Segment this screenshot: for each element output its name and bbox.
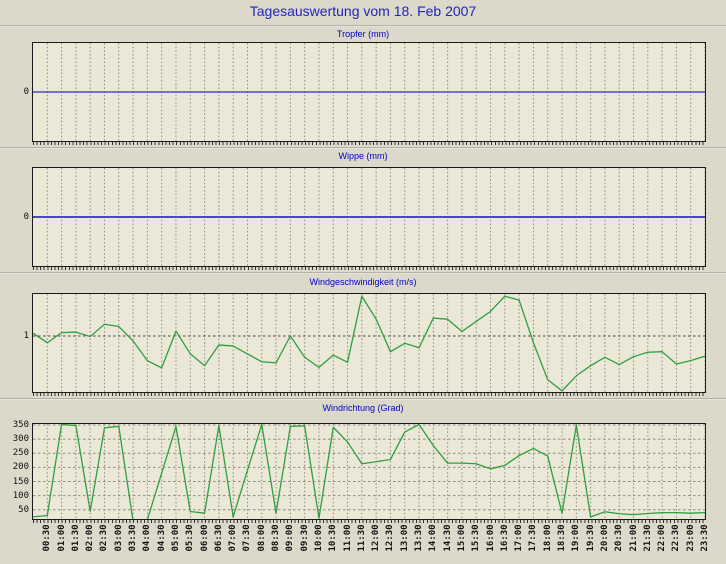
y-axis-label: 0 <box>23 212 29 222</box>
x-axis-label: 14:30 <box>442 524 453 552</box>
x-axis-label: 12:30 <box>385 524 396 552</box>
x-axis-label: 07:30 <box>242 524 253 552</box>
x-tick-marks <box>33 267 705 270</box>
x-axis-label: 02:00 <box>85 524 96 552</box>
x-axis-label: 12:00 <box>371 524 382 552</box>
x-axis-label: 20:30 <box>614 524 625 552</box>
x-axis-label: 07:00 <box>228 524 239 552</box>
title-divider <box>0 25 726 27</box>
x-axis-label: 22:30 <box>671 524 682 552</box>
x-axis-label: 19:00 <box>571 524 582 552</box>
x-axis-label: 10:00 <box>313 524 324 552</box>
x-axis-label: 23:30 <box>700 524 710 552</box>
chart-svg <box>33 43 705 141</box>
x-tick-marks <box>33 393 705 396</box>
x-axis-label: 21:00 <box>628 524 639 552</box>
x-axis-label: 16:30 <box>499 524 510 552</box>
x-axis-label: 05:30 <box>185 524 196 552</box>
x-axis-label: 23:00 <box>685 524 696 552</box>
x-axis-label: 14:00 <box>428 524 439 552</box>
x-axis-label: 19:30 <box>585 524 596 552</box>
x-axis-label: 09:00 <box>285 524 296 552</box>
x-axis-label: 06:00 <box>199 524 210 552</box>
y-axis-label: 100 <box>12 490 29 501</box>
x-axis-label: 06:30 <box>213 524 224 552</box>
x-axis-label: 03:30 <box>128 524 139 552</box>
y-axis-label: 250 <box>12 448 29 459</box>
x-axis-label: 20:00 <box>599 524 610 552</box>
x-axis-label: 01:00 <box>56 524 67 552</box>
x-axis-label: 17:30 <box>528 524 539 552</box>
x-axis-label: 02:30 <box>99 524 110 552</box>
chart-title-wippe: Wippe (mm) <box>338 151 388 161</box>
y-axis-label: 350 <box>12 419 29 430</box>
x-axis-label: 03:00 <box>113 524 124 552</box>
x-axis-label: 04:30 <box>156 524 167 552</box>
plot-area-tropfer <box>32 42 706 142</box>
x-axis-label: 15:00 <box>456 524 467 552</box>
x-axis-label: 09:30 <box>299 524 310 552</box>
chart-title-windrichtung: Windrichtung (Grad) <box>322 403 404 413</box>
x-axis-label: 04:00 <box>142 524 153 552</box>
x-axis-label: 11:00 <box>342 524 353 552</box>
x-axis-label: 21:30 <box>642 524 653 552</box>
x-axis-label: 18:00 <box>542 524 553 552</box>
y-axis-label: 0 <box>23 87 29 97</box>
chart-svg <box>33 424 705 519</box>
plot-area-wippe <box>32 167 706 267</box>
x-tick-marks <box>33 520 705 523</box>
x-axis-label: 13:30 <box>414 524 425 552</box>
data-line <box>33 295 705 392</box>
x-axis-label: 08:00 <box>256 524 267 552</box>
x-axis-label: 05:00 <box>170 524 181 552</box>
y-axis-label: 150 <box>12 476 29 487</box>
y-axis-label: 300 <box>12 434 29 445</box>
plot-area-windrichtung <box>32 423 706 520</box>
panel-divider <box>0 272 726 274</box>
y-axis-label: 200 <box>12 462 29 473</box>
chart-title-windgeschwindigkeit: Windgeschwindigkeit (m/s) <box>309 277 417 287</box>
y-axis-label: 50 <box>18 504 29 515</box>
chart-title-tropfer: Tropfer (mm) <box>336 29 390 39</box>
x-axis-label: 15:30 <box>471 524 482 552</box>
panel-divider <box>0 398 726 400</box>
page-title: Tagesauswertung vom 18. Feb 2007 <box>249 3 477 19</box>
plot-area-windgeschwindigkeit <box>32 293 706 393</box>
chart-svg <box>33 294 705 392</box>
x-axis-label: 22:00 <box>657 524 668 552</box>
x-axis-label: 18:30 <box>557 524 568 552</box>
x-axis-label: 17:00 <box>514 524 525 552</box>
x-axis-label: 10:30 <box>328 524 339 552</box>
x-axis-label: 00:30 <box>42 524 53 552</box>
chart-svg <box>33 168 705 266</box>
data-line <box>33 424 705 519</box>
x-axis-label: 08:30 <box>271 524 282 552</box>
y-axis-label: 1 <box>23 331 29 341</box>
panel-divider <box>0 147 726 149</box>
x-tick-marks <box>33 142 705 145</box>
x-axis-label: 11:30 <box>356 524 367 552</box>
x-axis-label: 13:00 <box>399 524 410 552</box>
x-axis-label: 16:00 <box>485 524 496 552</box>
x-axis-label: 01:30 <box>70 524 81 552</box>
